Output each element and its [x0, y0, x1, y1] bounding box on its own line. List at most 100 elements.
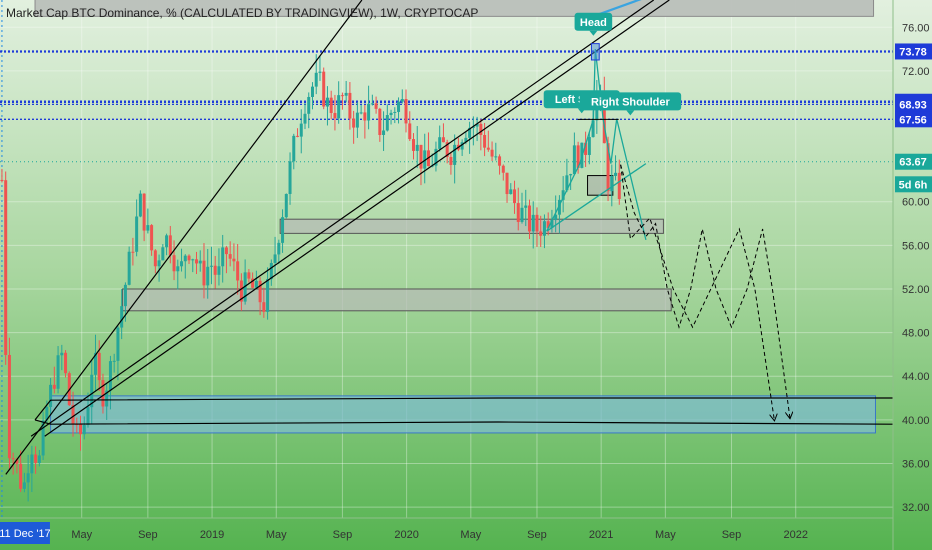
candle-body [15, 459, 19, 464]
price-label: 67.56 [895, 111, 932, 128]
candle-body [41, 420, 45, 456]
candle-body [471, 126, 475, 128]
candle-body [542, 221, 546, 236]
candle-body [325, 97, 329, 107]
candle-body [4, 180, 8, 355]
candle-body [146, 225, 150, 231]
candle-body [187, 255, 191, 261]
candle-body [554, 214, 558, 221]
zone-box [279, 218, 664, 234]
y-tick-label: 52.00 [902, 284, 930, 296]
price-label-text: 67.56 [899, 114, 927, 126]
current-date-label: 11 Dec '17 [0, 522, 51, 544]
candle-body [120, 306, 124, 328]
candle-body [34, 454, 38, 464]
candle-body [329, 97, 333, 113]
y-tick-label: 56.00 [902, 240, 930, 252]
price-label-text: 73.78 [899, 46, 927, 58]
trend-line [34, 419, 894, 425]
candle-body [520, 207, 524, 222]
candle-body [71, 405, 75, 425]
price-label-bg [895, 43, 932, 60]
candle-body [370, 103, 374, 105]
candle-body [408, 123, 412, 140]
candle-body [314, 72, 318, 87]
zone-box [122, 288, 672, 312]
candle-body [82, 425, 86, 435]
trend-line [30, 0, 655, 437]
candle-body [498, 156, 502, 166]
candle-body [415, 144, 419, 151]
candle-body [150, 225, 154, 251]
candle-body [557, 199, 561, 215]
candle-body [127, 251, 131, 285]
candle-body [296, 135, 300, 137]
horizontal-lines [0, 50, 893, 163]
candle-body [79, 424, 83, 435]
candle-body [269, 262, 273, 280]
candle-body [340, 95, 344, 97]
price-label-text: 63.67 [899, 157, 927, 169]
price-label: 63.67 [895, 153, 932, 170]
pattern-label-pointer [589, 30, 598, 36]
pattern-label-bg [579, 92, 682, 111]
x-tick-label: 2021 [589, 529, 613, 541]
x-tick-label: May [71, 529, 92, 541]
price-label-bg [895, 111, 932, 128]
candle-body [359, 112, 363, 114]
chart-title: Market Cap BTC Dominance, % (CALCULATED … [6, 6, 478, 20]
candle-body [513, 189, 517, 204]
candle-body [236, 261, 240, 281]
candle-body [157, 260, 161, 267]
x-tick-label: Sep [333, 529, 353, 541]
price-label-bg [895, 153, 932, 170]
candle-body [509, 189, 513, 195]
candle-body [355, 112, 359, 128]
candle-body [131, 251, 135, 253]
candle-body [460, 142, 464, 150]
candle-body [367, 103, 371, 121]
candle-body [284, 193, 288, 218]
candle-body [565, 175, 569, 191]
candle-body [37, 455, 41, 464]
candle-body [191, 259, 195, 261]
candle-body [389, 112, 393, 116]
candle-body [584, 142, 588, 155]
candle-body [333, 112, 337, 119]
candle-body [165, 235, 169, 248]
y-tick-label: 72.00 [902, 66, 930, 78]
candle-body [587, 137, 591, 155]
candle-body [105, 390, 109, 407]
pattern-label-text: Head [580, 17, 607, 29]
candle-body [378, 108, 382, 135]
pattern-label: Right Shoulder [579, 92, 682, 116]
pattern-label: Head [574, 12, 613, 36]
candle-body [468, 127, 472, 138]
candle-body [310, 86, 314, 97]
candle-body [419, 144, 423, 169]
candle-body [363, 112, 367, 121]
candle-body [176, 266, 180, 272]
current-date-text: 11 Dec '17 [0, 528, 51, 540]
candle-body [546, 221, 550, 228]
candle-body [49, 384, 53, 407]
projection-line [620, 164, 775, 420]
candle-body [254, 280, 258, 288]
candle-body [453, 144, 457, 165]
x-tick-label: May [460, 529, 481, 541]
y-axis-ticks: 76.00 72.00 60.00 56.00 52.00 48.00 44.00 40.00… [902, 22, 930, 514]
candle-body [576, 145, 580, 168]
candle-body [483, 135, 487, 148]
x-tick-label: 2020 [394, 529, 418, 541]
candle-body [434, 148, 438, 166]
candle-body [348, 92, 352, 119]
trend-lines [5, 0, 894, 475]
candle-body [486, 147, 490, 150]
candle-body [198, 260, 202, 264]
candle-body [172, 255, 176, 272]
x-tick-label: May [266, 529, 287, 541]
candle-body [258, 280, 262, 303]
head-arrow [598, 0, 642, 16]
